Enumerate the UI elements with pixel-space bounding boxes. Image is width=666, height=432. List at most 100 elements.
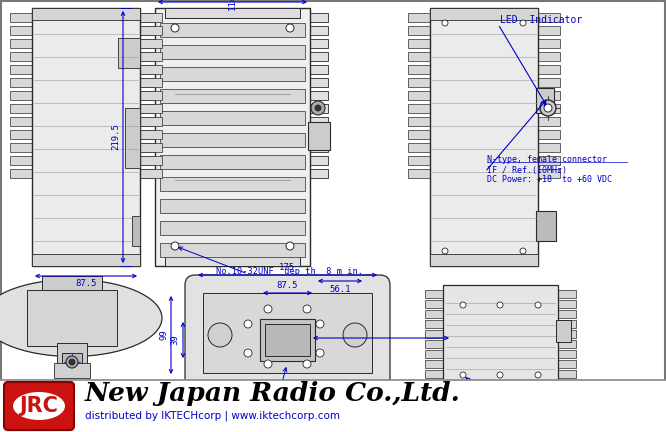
Bar xyxy=(10,117,32,126)
Bar xyxy=(443,285,558,395)
Bar xyxy=(425,330,443,338)
Bar xyxy=(140,39,162,48)
Bar xyxy=(310,39,328,48)
Bar xyxy=(140,156,162,165)
Bar xyxy=(408,156,430,165)
Bar xyxy=(430,254,538,266)
Bar xyxy=(10,39,32,48)
Bar xyxy=(140,52,162,61)
Text: 175: 175 xyxy=(279,264,295,273)
Circle shape xyxy=(343,323,367,347)
Bar xyxy=(538,78,560,87)
Bar xyxy=(425,300,443,308)
Circle shape xyxy=(303,360,311,368)
Bar xyxy=(140,26,162,35)
Text: LED  Indicator: LED Indicator xyxy=(500,15,582,25)
FancyBboxPatch shape xyxy=(4,382,74,430)
Text: 219.5: 219.5 xyxy=(111,124,121,150)
Circle shape xyxy=(171,24,179,32)
Text: 56.1: 56.1 xyxy=(329,285,351,293)
Bar xyxy=(408,78,430,87)
Text: N-type, female connector: N-type, female connector xyxy=(487,156,607,165)
Circle shape xyxy=(520,20,526,26)
Circle shape xyxy=(264,305,272,313)
Bar xyxy=(558,370,576,378)
Bar xyxy=(137,26,155,35)
FancyBboxPatch shape xyxy=(185,275,390,395)
Text: CPR-137: CPR-137 xyxy=(262,388,298,397)
Bar xyxy=(408,130,430,139)
Bar xyxy=(140,78,162,87)
Text: 87.5: 87.5 xyxy=(276,282,298,290)
Bar xyxy=(160,89,305,103)
Bar xyxy=(160,177,305,191)
Bar xyxy=(408,117,430,126)
Text: 8-No.10-32UNF  dep th  8 m in.: 8-No.10-32UNF dep th 8 m in. xyxy=(432,388,589,397)
Bar xyxy=(10,156,32,165)
Bar xyxy=(10,26,32,35)
Bar xyxy=(558,380,576,388)
Text: IF / Ref.(10MHz): IF / Ref.(10MHz) xyxy=(487,165,567,175)
Bar xyxy=(140,91,162,100)
Bar xyxy=(408,26,430,35)
Bar xyxy=(408,65,430,74)
Text: distributed by IKTECHcorp | www.iktechcorp.com: distributed by IKTECHcorp | www.iktechco… xyxy=(85,411,340,421)
Bar xyxy=(408,39,430,48)
Bar xyxy=(310,169,328,178)
Bar xyxy=(137,91,155,100)
Bar xyxy=(140,169,162,178)
Bar xyxy=(165,8,300,18)
Circle shape xyxy=(311,101,325,115)
Circle shape xyxy=(244,320,252,328)
Bar xyxy=(137,65,155,74)
Bar xyxy=(160,45,305,59)
Bar xyxy=(137,13,155,22)
Bar xyxy=(310,78,328,87)
Bar xyxy=(408,143,430,152)
Bar xyxy=(140,13,162,22)
Bar xyxy=(425,310,443,318)
Circle shape xyxy=(544,104,552,112)
Circle shape xyxy=(208,323,232,347)
Bar xyxy=(538,104,560,113)
Bar xyxy=(125,108,140,168)
Bar xyxy=(160,23,305,37)
Circle shape xyxy=(520,248,526,254)
Bar xyxy=(430,8,538,266)
Bar xyxy=(165,256,300,266)
Bar xyxy=(137,104,155,113)
Bar xyxy=(425,380,443,388)
Bar xyxy=(538,26,560,35)
Bar xyxy=(137,52,155,61)
Bar xyxy=(538,65,560,74)
Bar xyxy=(558,320,576,328)
Bar xyxy=(32,254,140,266)
Bar xyxy=(160,243,305,257)
Circle shape xyxy=(69,359,75,365)
Bar xyxy=(155,8,310,266)
Bar xyxy=(203,293,372,373)
Bar xyxy=(538,130,560,139)
Bar xyxy=(0,380,666,432)
Bar xyxy=(140,104,162,113)
Bar xyxy=(140,117,162,126)
Circle shape xyxy=(316,320,324,328)
Bar xyxy=(160,67,305,81)
Ellipse shape xyxy=(13,392,65,420)
Circle shape xyxy=(535,372,541,378)
Circle shape xyxy=(442,248,448,254)
Bar xyxy=(430,8,538,20)
Bar xyxy=(160,155,305,169)
Text: No.10-32UNF  dep th  8 m in.: No.10-32UNF dep th 8 m in. xyxy=(216,267,364,276)
Bar xyxy=(538,169,560,178)
Circle shape xyxy=(535,302,541,308)
Bar xyxy=(310,104,328,113)
Bar xyxy=(137,156,155,165)
Bar xyxy=(538,143,560,152)
Circle shape xyxy=(540,100,556,116)
Bar xyxy=(118,38,140,68)
Bar xyxy=(425,320,443,328)
Bar xyxy=(536,211,556,241)
Circle shape xyxy=(286,242,294,250)
Bar xyxy=(57,343,87,365)
